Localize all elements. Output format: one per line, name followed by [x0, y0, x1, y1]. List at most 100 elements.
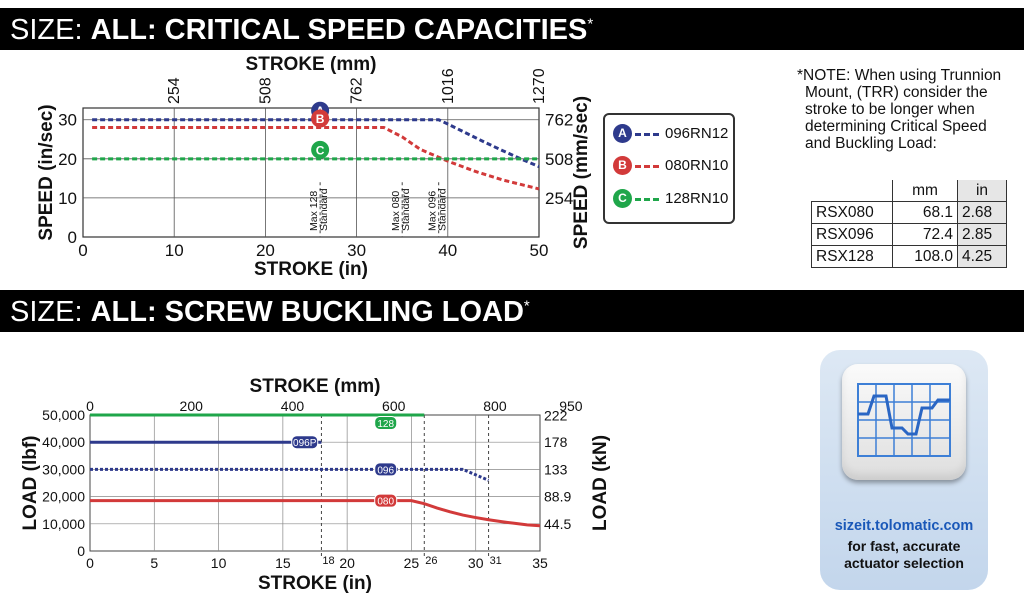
speed-y-axis-label: SPEED (in/sec) [36, 104, 57, 240]
sizeit-promo-card[interactable]: sizeit.tolomatic.com for fast, accurate … [820, 350, 988, 590]
load-x2-tick-label: 800 [483, 398, 507, 414]
speed-y2-axis-label: SPEED (mm/sec) [571, 96, 592, 249]
speed-y-tick-label: 30 [58, 111, 77, 130]
speed-max-label: Standard [437, 188, 449, 231]
load-plot-area [89, 414, 541, 552]
legend-label-b: 080RN10 [665, 157, 729, 174]
load-max-stroke-label: 26 [425, 555, 437, 567]
speed-x2-tick-label: 1270 [531, 68, 548, 104]
load-max-stroke-label: 18 [322, 555, 334, 567]
speed-y-tick-label: 0 [68, 228, 77, 247]
load-x2-tick-label: 950 [559, 398, 583, 414]
legend-badge-c: C [613, 189, 632, 208]
trunnion-note: *NOTE: When using Trunnion Mount, (TRR) … [797, 67, 1017, 152]
load-x2-tick-label: 400 [281, 398, 305, 414]
speed-max-label: Max 128 [308, 191, 320, 231]
section-title: SIZE: ALL: SCREW BUCKLING LOAD* [10, 296, 530, 328]
speed-x2-tick-label: 508 [257, 77, 274, 104]
section-header-buckling-load: SIZE: ALL: SCREW BUCKLING LOAD* [0, 290, 1024, 332]
table-cell: RSX128 [811, 245, 893, 268]
load-series-tag-label: 080 [377, 497, 394, 508]
table-cell: 4.25 [957, 245, 1007, 268]
speed-series-badge-B [311, 109, 330, 128]
speed-series-badge-C [311, 140, 330, 159]
speed-y-tick-label: 10 [58, 189, 77, 208]
speed-max-label: Standard [400, 188, 412, 231]
legend-item-128RN10: C 128RN10 [613, 188, 731, 210]
legend-label-a: 096RN12 [665, 125, 729, 142]
keyboard-key-icon [842, 364, 966, 480]
table-row: RSX128 108.0 4.25 [811, 245, 1007, 268]
speed-x-tick-label: 10 [165, 241, 184, 260]
load-y-axis-label: LOAD (lbf) [20, 436, 41, 531]
load-x-tick-label: 10 [211, 555, 227, 571]
speed-plot-area [82, 107, 540, 238]
speed-series-line-080RN10 [92, 126, 540, 191]
promo-url-link[interactable]: sizeit.tolomatic.com [834, 518, 974, 534]
load-y2-tick-label: 44.5 [544, 516, 571, 532]
speed-y-tick-label: 20 [58, 150, 77, 169]
note-line: *NOTE: When using Trunnion [797, 67, 1002, 84]
legend-label-c: 128RN10 [665, 190, 729, 207]
load-y-tick-label: 30,000 [42, 461, 85, 477]
load-x-tick-label: 5 [150, 555, 158, 571]
load-y-tick-label: 0 [77, 543, 85, 559]
load-x-axis-label: STROKE (in) [258, 573, 372, 594]
table-row: RSX096 72.4 2.85 [811, 223, 1007, 246]
load-series-tag-080 [374, 493, 398, 508]
load-y-tick-label: 40,000 [42, 434, 85, 450]
legend-line-b [635, 165, 659, 168]
load-x-tick-label: 25 [404, 555, 420, 571]
speed-x2-tick-label: 254 [166, 77, 183, 104]
legend-line-a [635, 133, 659, 136]
note-line: stroke to be longer when [805, 101, 975, 118]
note-line: determining Critical Speed [805, 118, 987, 135]
load-x-tick-label: 0 [86, 555, 94, 571]
legend-item-080RN10: B 080RN10 [613, 155, 731, 177]
grid-chart-icon [857, 383, 951, 457]
speed-max-label: Max 080 [390, 191, 402, 231]
table-cell: 2.68 [957, 201, 1007, 224]
speed-y2-tick-label: 762 [545, 111, 573, 130]
table-cell: 72.4 [892, 223, 958, 246]
table-cell: 68.1 [892, 201, 958, 224]
table-cell: RSX096 [811, 223, 893, 246]
table-row: RSX080 68.1 2.68 [811, 201, 1007, 224]
load-series-tag-label: 128 [377, 419, 394, 430]
note-line: and Buckling Load: [805, 135, 937, 152]
speed-y2-tick-label: 508 [545, 150, 573, 169]
load-x-tick-label: 20 [339, 555, 355, 571]
table-header-row: mm in [812, 180, 1007, 202]
speed-x-tick-label: 30 [347, 241, 366, 260]
load-y2-tick-label: 222 [544, 407, 568, 423]
load-y-tick-label: 20,000 [42, 489, 85, 505]
load-series-tag-label: 096 [377, 465, 394, 476]
note-line: Mount, (TRR) consider the [805, 84, 988, 101]
speed-max-label: Max 096 [427, 191, 439, 231]
speed-x-tick-label: 40 [438, 241, 457, 260]
load-y2-tick-label: 178 [544, 434, 568, 450]
load-y2-tick-label: 133 [544, 462, 568, 478]
load-x-tick-label: 30 [468, 555, 484, 571]
load-x2-tick-label: 200 [180, 398, 204, 414]
section-header-critical-speed: SIZE: ALL: CRITICAL SPEED CAPACITIES* [0, 8, 1024, 50]
table-header-cell: in [957, 180, 1007, 202]
speed-x2-tick-label: 1016 [440, 68, 457, 104]
load-series-line-096 [90, 467, 490, 482]
speed-x-tick-label: 20 [256, 241, 275, 260]
promo-tagline-line: for fast, accurate [847, 538, 961, 554]
promo-tagline: for fast, accurate actuator selection [820, 538, 988, 572]
legend-badge-a: A [613, 124, 632, 143]
speed-y2-tick-label: 254 [545, 189, 573, 208]
load-y-tick-label: 10,000 [42, 516, 85, 532]
table-header-cell: mm [892, 180, 958, 202]
speed-x-tick-label: 0 [78, 241, 87, 260]
load-series-line-080 [90, 499, 541, 528]
load-y2-tick-label: 88.9 [544, 489, 571, 505]
legend-line-c [635, 198, 659, 201]
table-cell: 108.0 [892, 245, 958, 268]
legend-item-096RN12: A 096RN12 [613, 123, 731, 145]
speed-x-axis-label: STROKE (in) [254, 259, 368, 280]
section-title: SIZE: ALL: CRITICAL SPEED CAPACITIES* [10, 14, 594, 46]
